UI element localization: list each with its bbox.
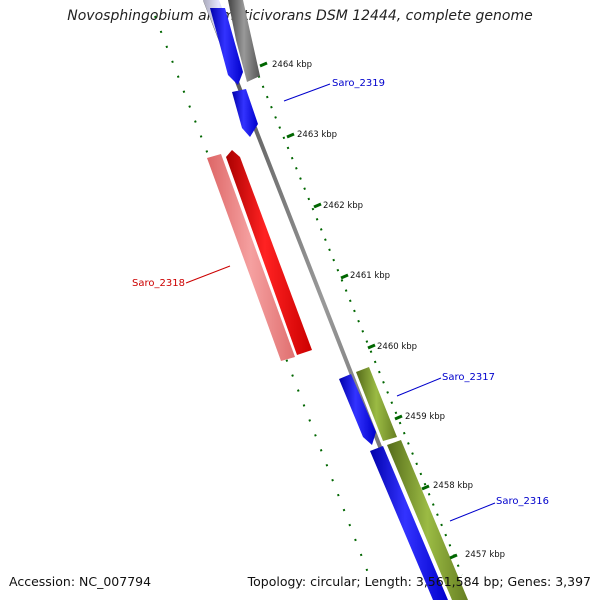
cds-pink-2318[interactable] [207,154,295,361]
gene-label-saro2317[interactable]: Saro_2317 [442,372,495,383]
scale-label-2461: 2461 kbp [350,271,390,281]
cds-olive-2316[interactable] [387,440,468,600]
scale-label-2460: 2460 kbp [377,342,417,352]
gene-label-saro2316[interactable]: Saro_2316 [496,496,549,507]
scale-label-2463: 2463 kbp [297,130,337,140]
gene-label-saro2319[interactable]: Saro_2319 [332,78,385,89]
scale-label-2457: 2457 kbp [465,550,505,560]
leader-saro2319 [283,83,331,102]
cds-blue-2316[interactable] [370,446,448,600]
genome-info-text: Topology: circular; Length: 3,561,584 bp… [247,574,591,589]
scale-label-2462: 2462 kbp [323,201,363,211]
cds-blue-2[interactable] [232,89,258,137]
major-ticks [259,61,458,560]
cds-olive-2317[interactable] [356,367,397,441]
genome-title: Novosphingobium aromaticivorans DSM 1244… [67,8,533,24]
scale-label-2458: 2458 kbp [433,481,473,491]
cds-blue-2317[interactable] [339,374,376,445]
leader-saro2317 [396,377,442,397]
gene-label-saro2318[interactable]: Saro_2318 [132,278,185,289]
outer-tick-ring [241,34,463,576]
cds-red-2318[interactable] [226,150,312,355]
feature-top-gray[interactable] [228,0,260,82]
leader-saro2316 [449,502,496,522]
scale-label-2459: 2459 kbp [405,412,445,422]
accession-text: Accession: NC_007794 [9,574,152,589]
leader-saro2318 [185,265,231,284]
scale-label-2464: 2464 kbp [272,60,312,70]
cds-blue-1[interactable] [210,8,243,85]
